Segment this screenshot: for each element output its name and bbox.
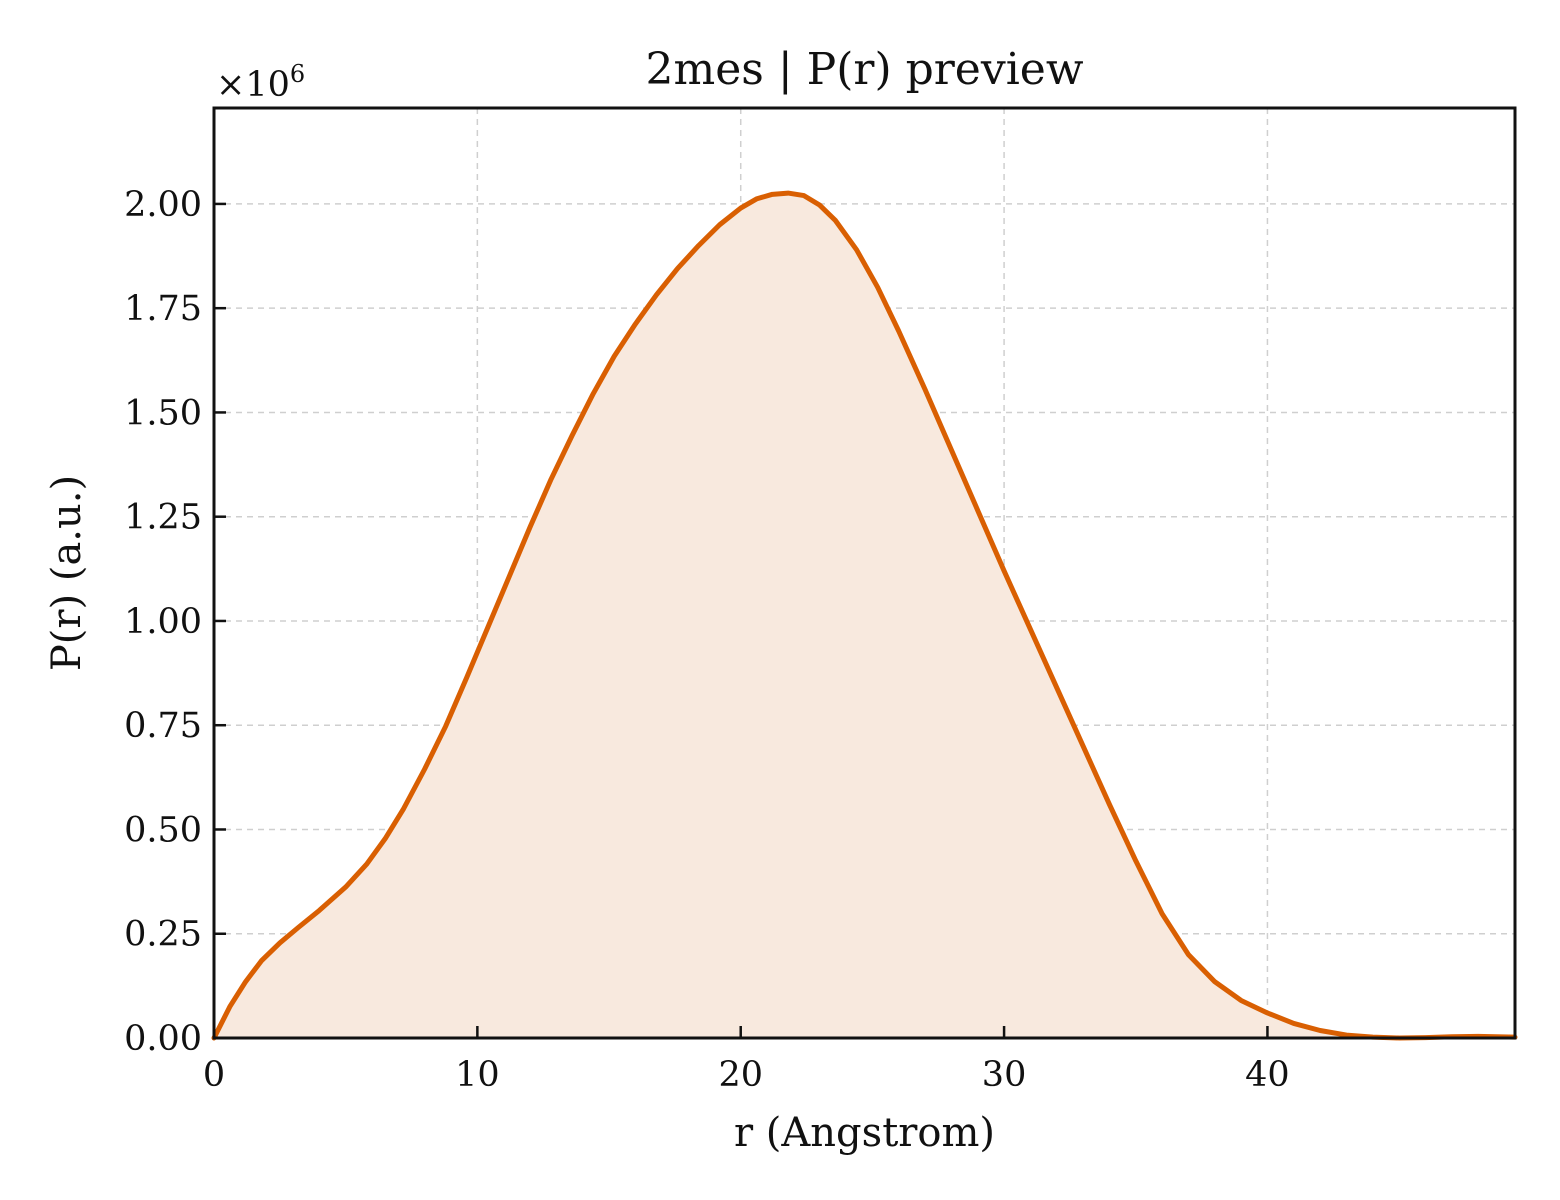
y-tick-label: 0.75 [124,706,202,746]
y-offset-exponent: 6 [290,60,305,88]
x-tick-label: 30 [982,1055,1027,1095]
x-tick-label: 40 [1245,1055,1290,1095]
y-tick-label: 1.25 [124,498,202,538]
y-tick-label: 0.00 [124,1019,202,1059]
y-tick-label: 0.50 [124,810,202,850]
x-tick-label: 10 [455,1055,500,1095]
x-tick-label: 0 [203,1055,225,1095]
y-tick-label: 0.25 [124,915,202,955]
chart-title: 2mes | P(r) preview [646,44,1084,95]
y-offset-label: ×106 [216,60,305,105]
plot-frame [212,106,1517,1040]
ticks: 0 10 20 30 40 0.00 0.25 0.50 0.75 1.00 1.25 1.50 1.7… [124,185,1290,1095]
y-offset-base: ×10 [216,65,290,105]
y-axis-label: P(r) (a.u.) [44,475,90,671]
x-axis-label: r (Angstrom) [734,1110,995,1156]
y-tick-label: 1.75 [124,289,202,329]
y-tick-label: 1.00 [124,602,202,642]
x-tick-label: 20 [718,1055,763,1095]
pr-series-line [211,190,1518,1041]
pr-area-fill [214,193,1515,1038]
y-tick-label: 2.00 [124,185,202,225]
y-tick-label: 1.50 [124,393,202,433]
